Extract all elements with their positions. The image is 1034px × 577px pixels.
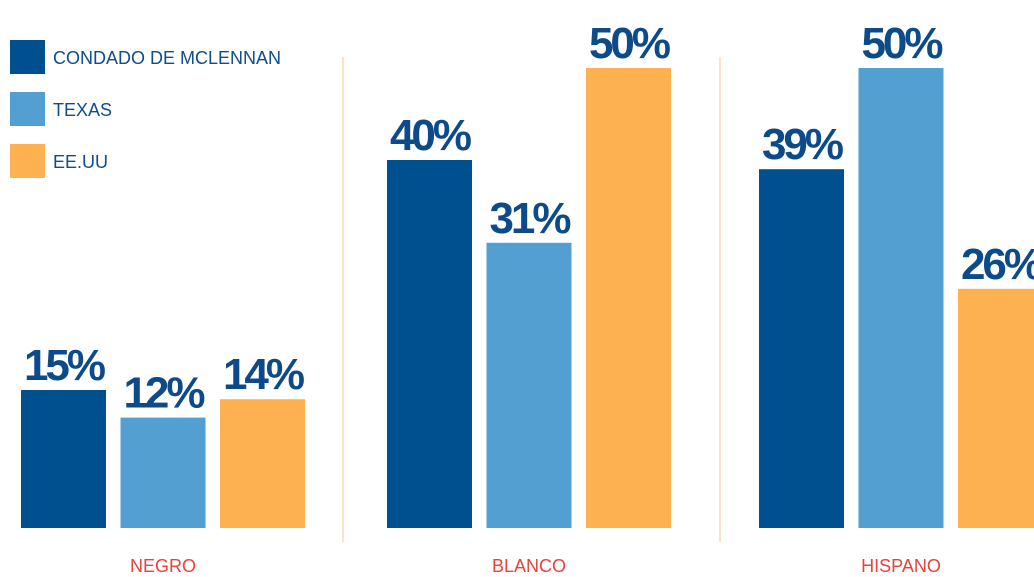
value-label: 14% bbox=[223, 350, 304, 399]
category-label: HISPANO bbox=[861, 556, 941, 576]
value-label: 39% bbox=[762, 120, 843, 169]
category-label: BLANCO bbox=[492, 556, 566, 576]
value-label: 50% bbox=[589, 19, 670, 68]
value-label: 15% bbox=[24, 341, 105, 390]
category-label: NEGRO bbox=[130, 556, 196, 576]
bar bbox=[21, 390, 106, 528]
legend-label: EE.UU bbox=[53, 152, 108, 172]
bar bbox=[486, 242, 572, 529]
bar bbox=[858, 68, 944, 528]
bar bbox=[958, 288, 1034, 528]
legend-label: TEXAS bbox=[53, 100, 112, 120]
bar bbox=[387, 160, 472, 528]
bar bbox=[220, 399, 305, 528]
value-label: 12% bbox=[123, 369, 204, 418]
legend-swatch bbox=[10, 144, 45, 178]
legend-swatch bbox=[10, 40, 45, 74]
value-label: 40% bbox=[390, 111, 471, 160]
bar bbox=[759, 169, 844, 528]
bar bbox=[586, 68, 671, 528]
legend-swatch bbox=[10, 92, 45, 126]
legend-label: CONDADO DE MCLENNAN bbox=[53, 48, 281, 68]
value-label: 50% bbox=[861, 19, 942, 68]
value-label: 26% bbox=[961, 240, 1034, 289]
bar bbox=[120, 417, 206, 528]
value-label: 31% bbox=[489, 194, 570, 243]
